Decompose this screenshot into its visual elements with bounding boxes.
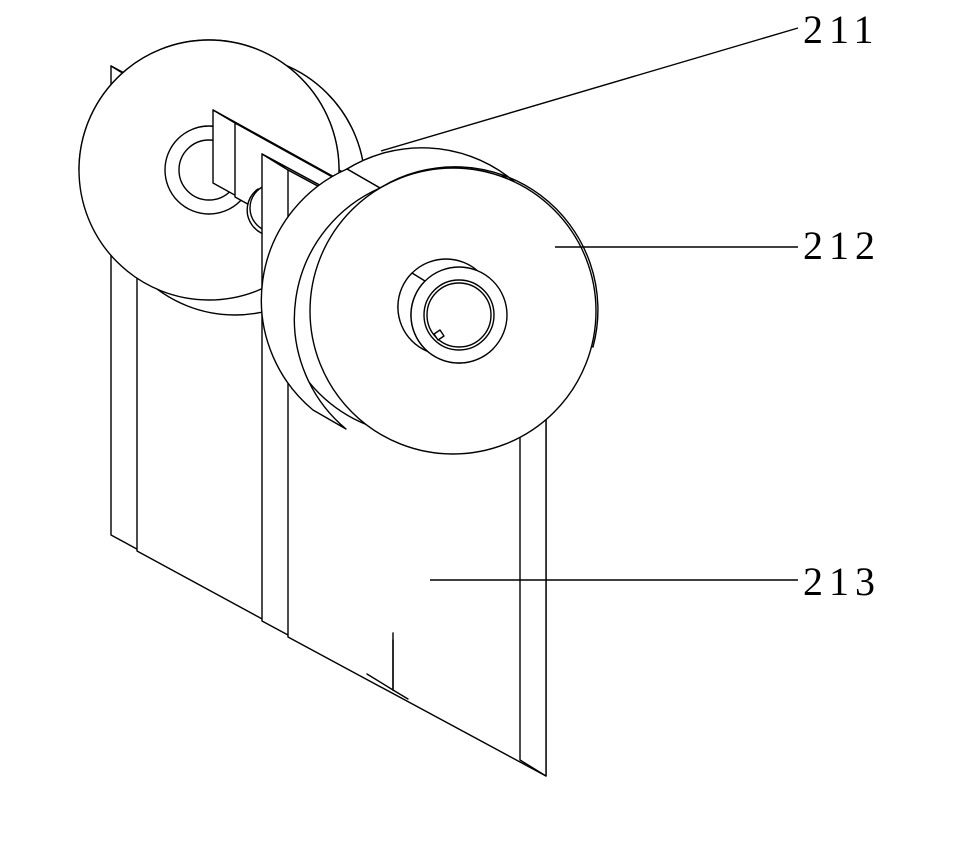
callout-213: 213 [803, 558, 881, 605]
callout-211: 211 [803, 6, 880, 53]
leader-211 [381, 28, 798, 151]
diagram-canvas [0, 0, 962, 853]
roller-wheel-front [261, 148, 598, 454]
callout-212: 212 [803, 222, 881, 269]
